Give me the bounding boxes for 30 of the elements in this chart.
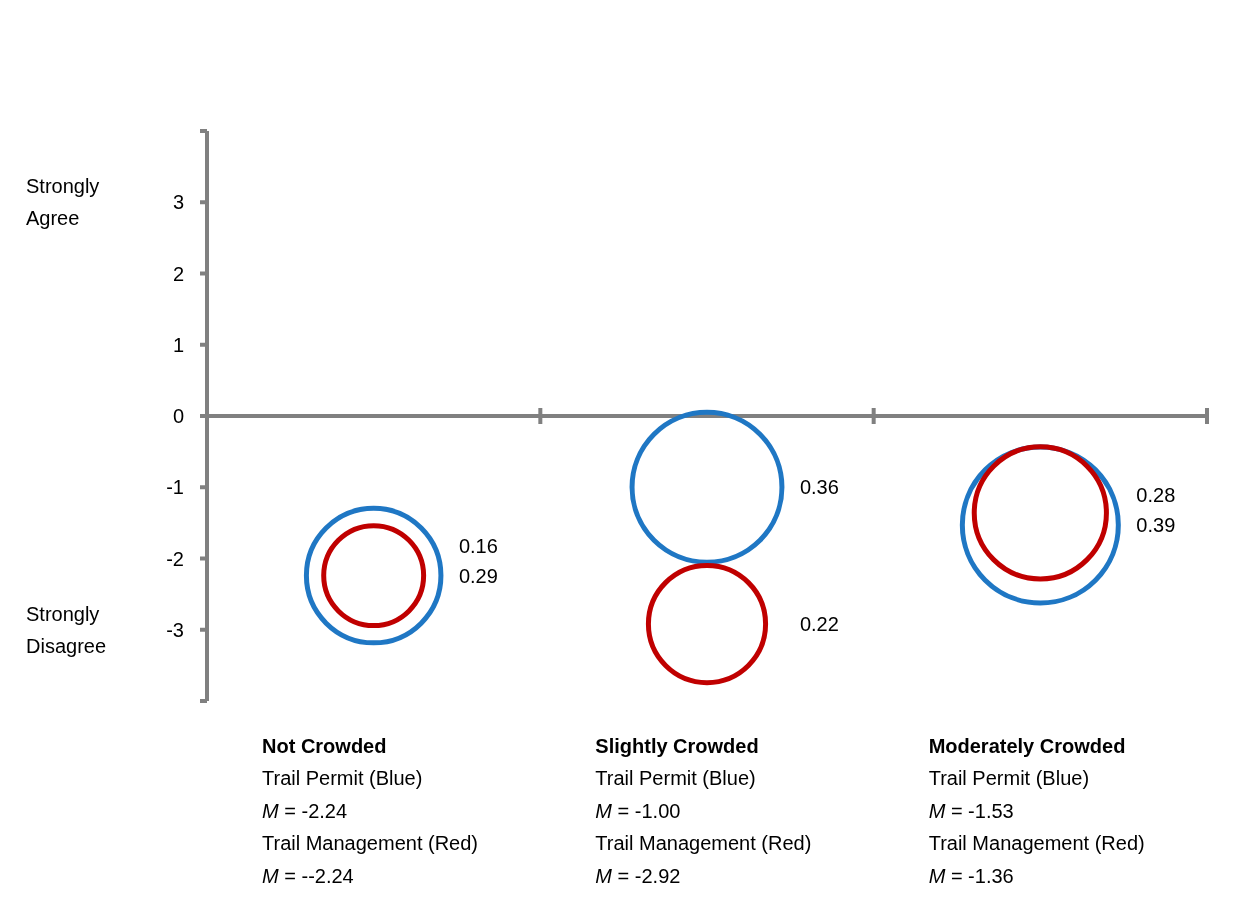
text: M = -2.92 — [595, 864, 681, 887]
text: Trail Permit (Blue) — [262, 767, 423, 789]
data-label: 0.28 — [1136, 484, 1176, 507]
text: M = -1.53 — [928, 799, 1014, 822]
text: Trail Management (Red) — [262, 832, 479, 854]
data-label: 0.36 — [799, 476, 839, 499]
text: M = -2.24 — [262, 799, 348, 822]
text: Strongly Agree — [26, 175, 100, 230]
text: Trail Management (Red) — [928, 832, 1145, 854]
y-tick-label: 3 — [172, 191, 184, 214]
y-tick-label: -3 — [166, 618, 184, 641]
x-tick-label: Moderately Crowded — [928, 735, 1126, 757]
text: M = -1.00 — [595, 799, 681, 822]
y-tick-label: 2 — [172, 262, 184, 285]
y-tick-label: -2 — [166, 547, 184, 570]
x-tick-label: Slightly Crowded — [595, 735, 759, 757]
text: Trail Permit (Blue) — [928, 767, 1090, 789]
text: Trail Permit (Blue) — [595, 767, 756, 789]
y-tick-label: -1 — [166, 476, 184, 499]
data-label: 0.39 — [1136, 514, 1176, 537]
data-label: 0.22 — [799, 613, 839, 636]
data-label: 0.16 — [458, 534, 498, 557]
text: Strongly Disagree — [26, 602, 107, 657]
y-tick-label: 1 — [172, 333, 184, 356]
y-tick-label: 0 — [172, 405, 184, 427]
text: M = -1.36 — [928, 864, 1014, 887]
text: Trail Management (Red) — [595, 832, 812, 854]
text: M = --2.24 — [262, 864, 354, 887]
data-label: 0.29 — [458, 564, 498, 587]
x-tick-label: Not Crowded — [262, 735, 387, 757]
